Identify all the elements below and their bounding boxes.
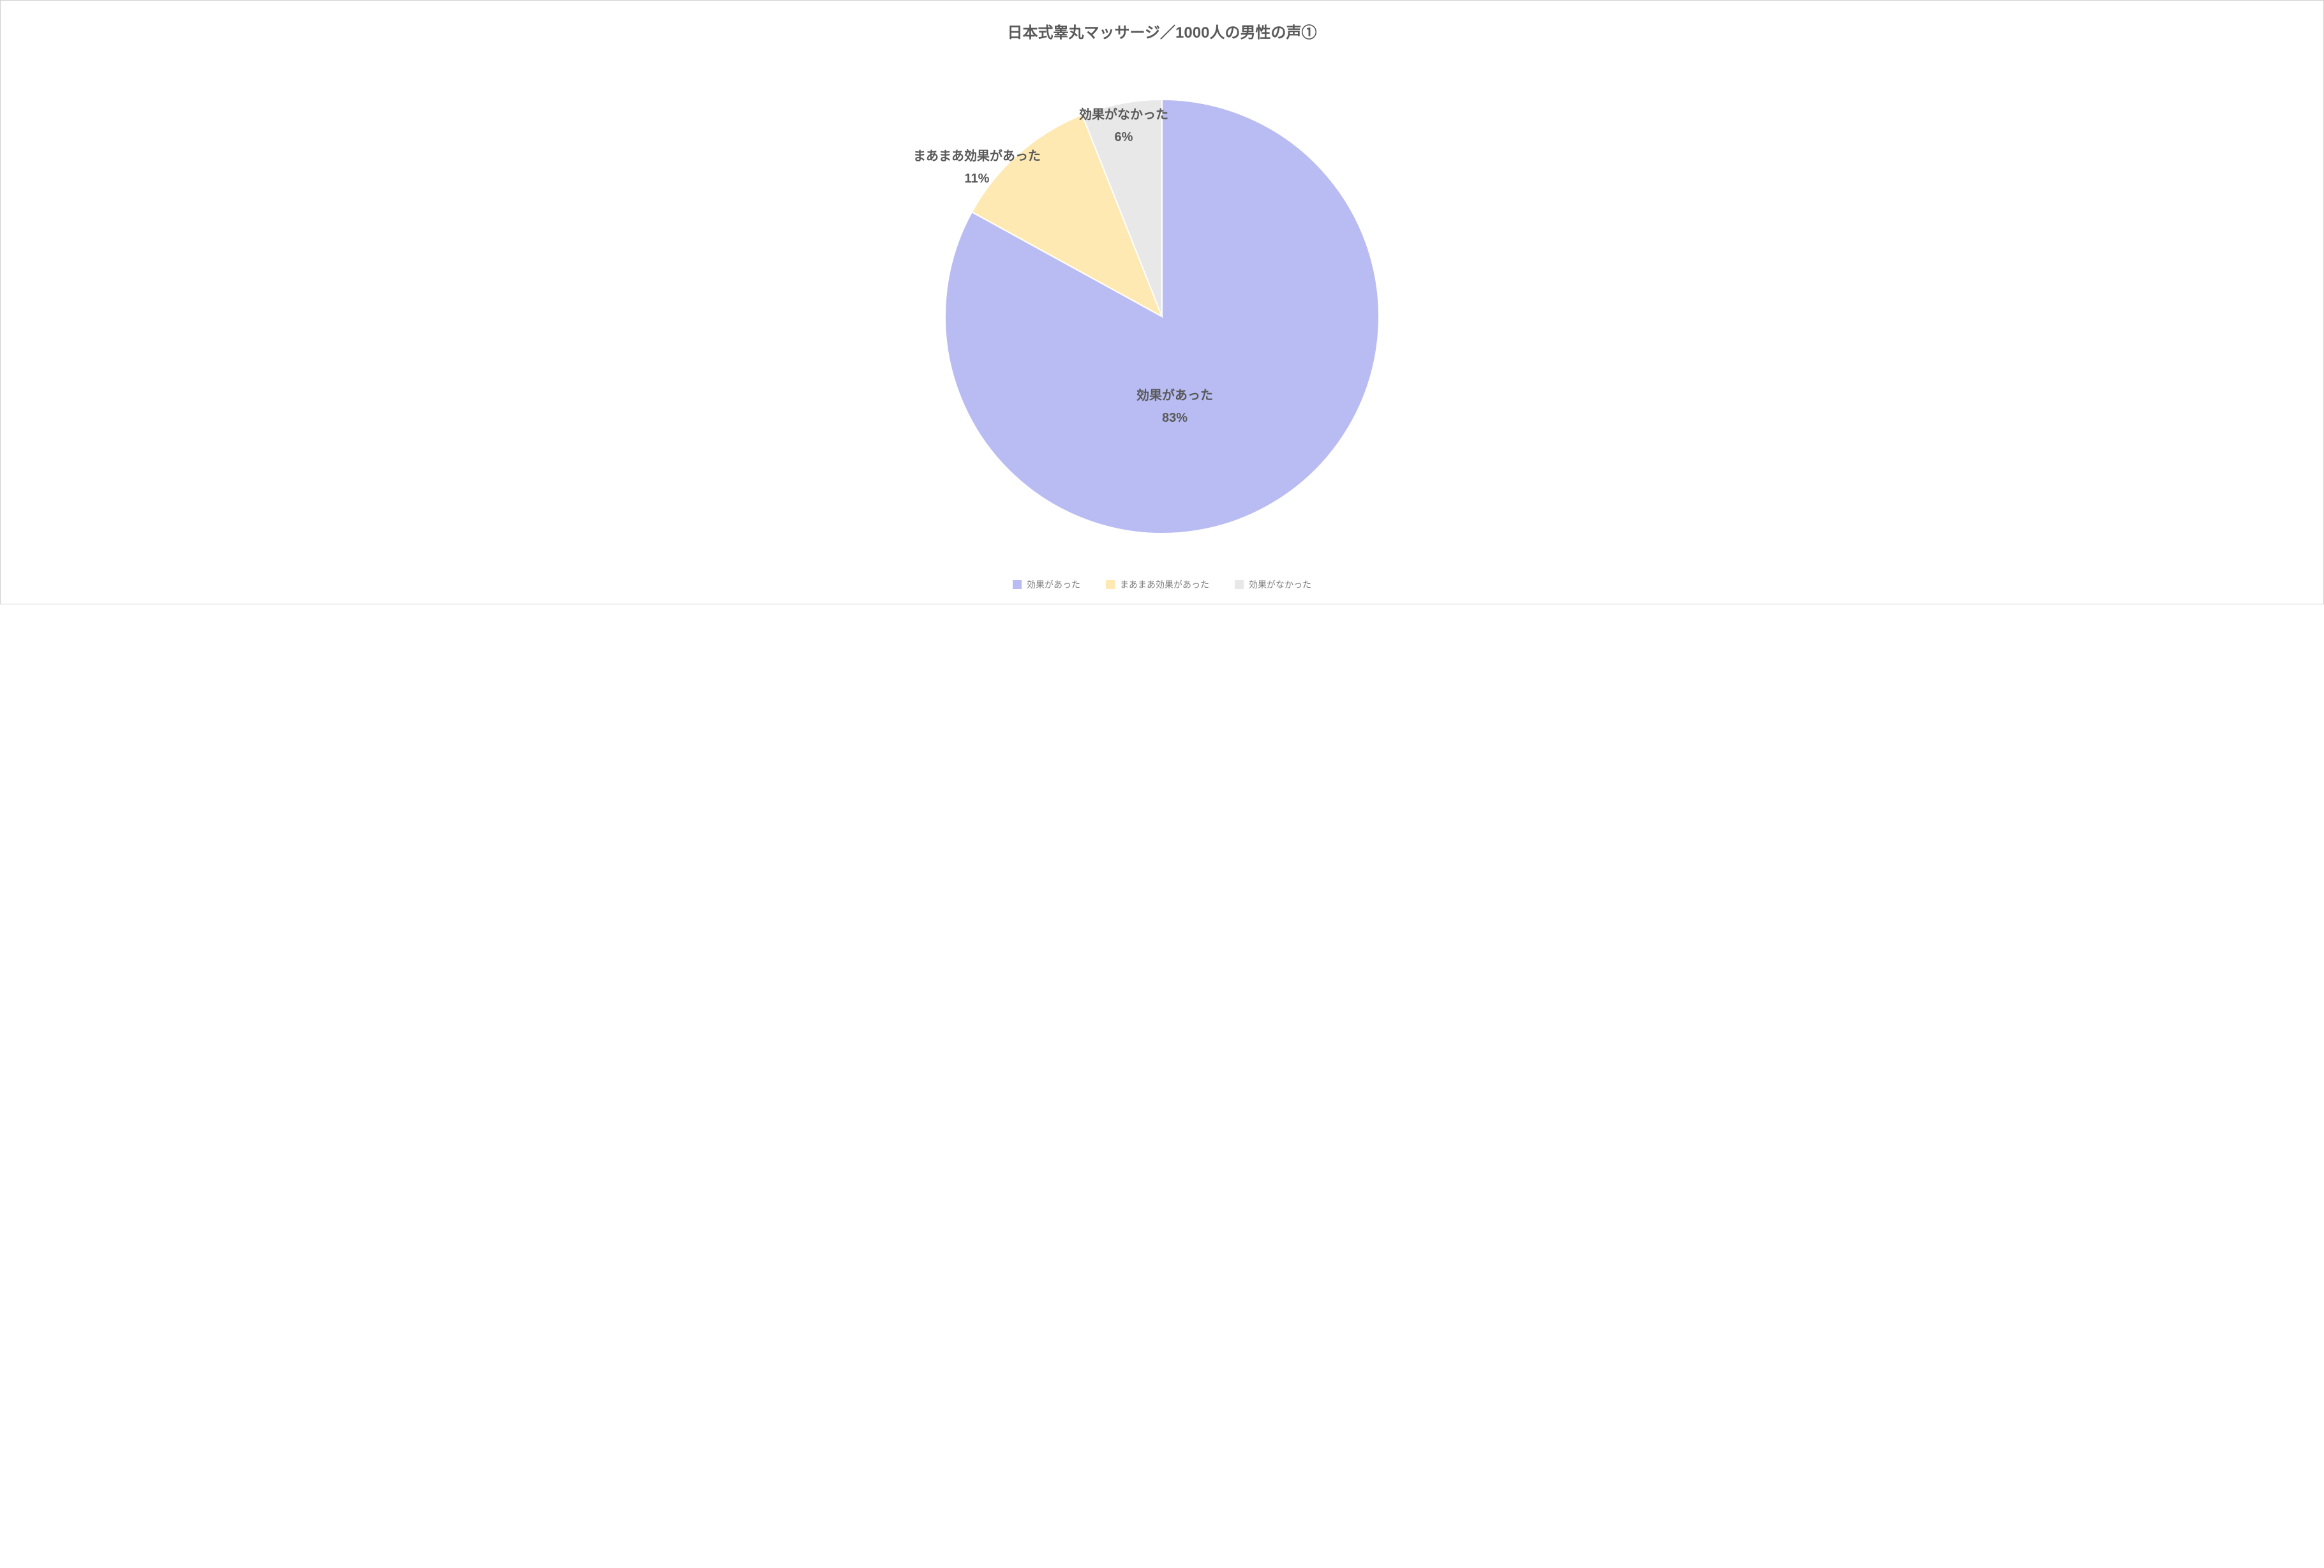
legend-swatch: [1235, 580, 1244, 589]
legend-swatch: [1013, 580, 1022, 589]
legend-swatch: [1106, 580, 1115, 589]
pie-chart: 効果があった 83% まあまあ効果があった 11% 効果がなかった 6%: [13, 61, 2311, 559]
chart-container: 日本式睾丸マッサージ／1000人の男性の声① 効果があった 83% まあまあ効果があ…: [0, 0, 2324, 604]
legend-label: 効果がなかった: [1249, 578, 1311, 591]
chart-title: 日本式睾丸マッサージ／1000人の男性の声①: [13, 20, 2311, 42]
slice-label: まあまあ効果があった: [913, 148, 1041, 163]
legend-item: まあまあ効果があった: [1106, 578, 1209, 591]
pie-svg: 効果があった 83% まあまあ効果があった 11% 効果がなかった 6%: [830, 61, 1494, 559]
slice-label: 効果があった: [1136, 387, 1213, 403]
slice-label: 効果がなかった: [1079, 107, 1168, 122]
slice-percent: 6%: [1115, 130, 1133, 144]
legend-label: 効果があった: [1027, 578, 1080, 591]
slice-percent: 83%: [1162, 411, 1188, 425]
legend-item: 効果があった: [1013, 578, 1080, 591]
legend-label: まあまあ効果があった: [1120, 578, 1209, 591]
legend-item: 効果がなかった: [1235, 578, 1311, 591]
legend: 効果があった まあまあ効果があった 効果がなかった: [13, 578, 2311, 591]
slice-percent: 11%: [965, 172, 990, 186]
